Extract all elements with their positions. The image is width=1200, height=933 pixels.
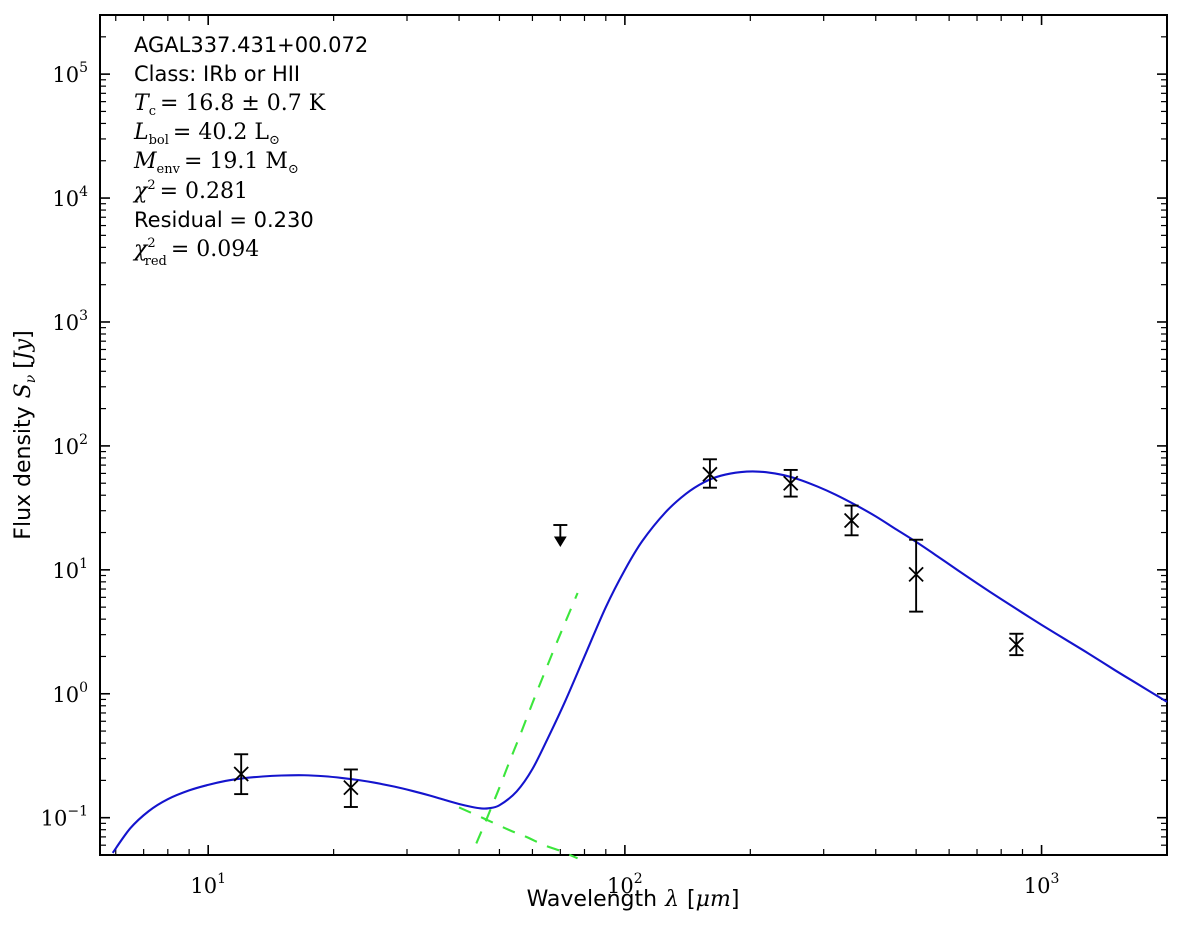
marker-x-stroke-2 <box>343 779 359 796</box>
y-tick-label-1: 100 <box>52 680 88 707</box>
source-name-label: AGAL337.431+00.072 <box>134 33 368 57</box>
residual-label: Residual = 0.230 <box>134 208 314 232</box>
y-tick-label-6: 105 <box>52 60 88 87</box>
point-22um <box>343 768 359 808</box>
x-tick-label-2: 103 <box>1024 871 1060 898</box>
y-tick-label-3: 102 <box>52 432 88 459</box>
point-12um <box>233 753 249 796</box>
y-axis-ticks <box>100 14 1167 856</box>
chi-squared-label: χ2 = 0.281 <box>132 178 248 204</box>
cold-temperature-label: Tc = 16.8 ± 0.7 K <box>134 91 326 119</box>
bolometric-luminosity-label: Lbol = 40.2 L⊙ <box>133 120 280 148</box>
marker-x-stroke-2 <box>233 766 249 782</box>
x-axis-title: Wavelength λ [μm] <box>527 887 740 912</box>
point-350um <box>843 504 860 537</box>
plot-frame <box>99 14 1168 856</box>
x-axis-tick-labels: 101 102 103 <box>190 871 1059 898</box>
point-160um <box>702 458 718 489</box>
y-tick-label-4: 103 <box>52 308 88 335</box>
point-500um <box>908 538 924 613</box>
data-points <box>233 458 1024 808</box>
marker-x-stroke-2 <box>702 466 718 482</box>
marker-x-stroke-2 <box>908 566 924 582</box>
x-tick-label-1: 102 <box>607 871 643 898</box>
marker-x-stroke-2 <box>783 475 799 491</box>
y-axis-title: Flux densitySν[Jy] <box>11 330 39 539</box>
marker-x-stroke-2 <box>1008 636 1024 653</box>
series-model-sed <box>111 470 1168 854</box>
marker-x-stroke-2 <box>843 512 860 529</box>
series-cold-greybody-component <box>475 592 579 844</box>
y-tick-label-0: 10−1 <box>41 804 88 831</box>
point-870um <box>1008 632 1024 657</box>
model-curves <box>111 470 1168 860</box>
upper-limit-arrowhead <box>553 536 567 547</box>
x-tick-label-0: 101 <box>190 871 226 898</box>
envelope-mass-label: Menv = 19.1 M⊙ <box>133 149 299 177</box>
axes-frame <box>99 14 1168 856</box>
reduced-chi-squared-label: χ2 red = 0.094 <box>132 236 259 269</box>
annotation-block: AGAL337.431+00.072 Class: IRb or HII Tc =… <box>132 33 368 269</box>
y-axis-tick-labels: 10−1 100 101 102 103 104 105 <box>41 60 88 831</box>
point-250um <box>783 468 799 498</box>
series-hot-powerlaw-component <box>458 806 578 860</box>
y-tick-label-5: 104 <box>52 184 88 211</box>
point-70um-upperlimit <box>553 524 568 547</box>
y-tick-label-2: 101 <box>52 556 88 583</box>
class-label: Class: IRb or HII <box>134 62 300 86</box>
